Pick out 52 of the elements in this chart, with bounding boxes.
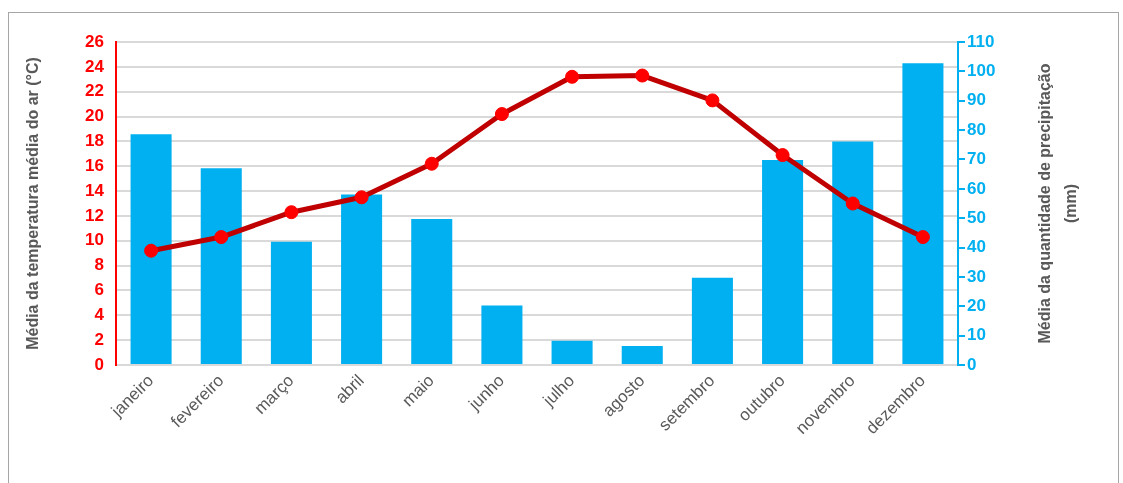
- point: [494, 107, 509, 122]
- y2-tick-label: 30: [967, 266, 986, 286]
- y2-tick-label: 90: [967, 90, 986, 110]
- point: [565, 69, 580, 84]
- y-tick-label: 22: [85, 81, 104, 101]
- y2-tick-label: 40: [967, 237, 986, 257]
- y-tick-label: 6: [94, 280, 104, 300]
- y2-axis-title: Média da quantidade de precipitação (mm): [1036, 63, 1080, 344]
- y2-tick-label: 20: [967, 295, 986, 315]
- y-tick-label: 2: [94, 329, 104, 349]
- y-tick-label: 4: [94, 305, 105, 324]
- y2-tick-label: 10: [967, 325, 986, 345]
- y-tick-label: 20: [85, 106, 104, 126]
- y2-tick-label: 70: [967, 149, 986, 169]
- point: [424, 156, 439, 171]
- point: [635, 68, 650, 83]
- y2-tick-label: 100: [967, 61, 996, 81]
- y-tick-label: 0: [94, 354, 104, 374]
- y-tick-label: 24: [85, 56, 105, 76]
- y-tick-label: 26: [85, 31, 104, 51]
- bar: [481, 305, 523, 364]
- point: [845, 196, 860, 211]
- bar: [832, 141, 874, 364]
- y2-tick-label: 0: [967, 354, 977, 374]
- point: [144, 243, 159, 258]
- bar: [902, 63, 944, 364]
- bar: [411, 219, 453, 364]
- point: [705, 93, 720, 108]
- bar: [270, 241, 312, 364]
- point: [915, 230, 930, 245]
- y2-tick-label: 110: [967, 31, 995, 51]
- bar: [551, 340, 593, 364]
- point: [214, 230, 229, 245]
- bar: [762, 160, 804, 364]
- point: [284, 205, 299, 220]
- y-tick-label: 10: [85, 230, 104, 250]
- bar: [691, 277, 733, 364]
- y-axis-title: Média da temperatura média do ar (°C): [24, 57, 42, 350]
- bar: [621, 345, 663, 364]
- bar: [341, 194, 383, 364]
- y-tick-label: 12: [85, 205, 104, 225]
- y2-tick-label: 60: [967, 178, 986, 198]
- y-tick-label: 18: [85, 131, 104, 151]
- point: [354, 190, 369, 205]
- bar: [130, 134, 172, 364]
- y2-tick-label: 50: [967, 207, 986, 227]
- y-tick-label: 8: [94, 255, 104, 275]
- y2-tick-label: 80: [967, 119, 986, 139]
- point: [775, 148, 790, 163]
- y-tick-label: 16: [85, 155, 104, 175]
- y-tick-label: 14: [85, 180, 105, 200]
- bar: [200, 168, 242, 364]
